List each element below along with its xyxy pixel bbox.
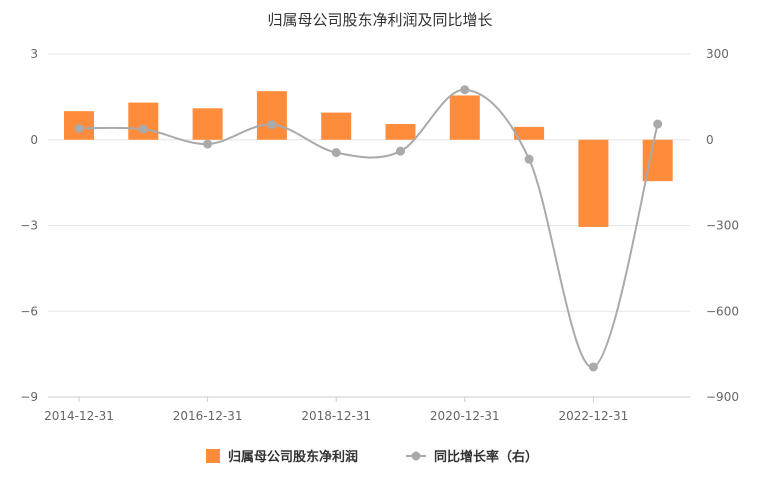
line-series (74, 85, 663, 372)
line-point (460, 85, 470, 95)
y-right-tick-label: 0 (706, 133, 714, 147)
bar (385, 124, 416, 140)
bar (256, 91, 287, 140)
legend: 归属母公司股东净利润 同比增长率（右） (206, 449, 538, 465)
y-right-tick-label: −600 (706, 304, 739, 318)
legend-bar-label: 归属母公司股东净利润 (228, 449, 358, 465)
y-left-tick-label: −6 (20, 304, 38, 318)
line-point (331, 148, 341, 158)
y-left-tick-label: 0 (30, 133, 38, 147)
x-tick-label: 2022-12-31 (559, 409, 629, 423)
y-left-tick-label: 3 (30, 47, 38, 61)
legend-line-dot (411, 451, 421, 461)
bar-series (64, 91, 673, 227)
x-tick-label: 2016-12-31 (173, 409, 243, 423)
bar (128, 102, 159, 140)
line-point (653, 119, 663, 129)
y-right-tick-label: −300 (706, 219, 739, 233)
chart-title: 归属母公司股东净利润及同比增长 (267, 11, 492, 29)
line-point (524, 154, 534, 164)
x-tick-label: 2018-12-31 (301, 409, 371, 423)
bar (321, 112, 352, 140)
axes: 3 0 −3 −6 −9 300 0 −300 −600 −900 2014-12-31 2016-1… (20, 47, 739, 423)
y-left-tick-label: −9 (20, 390, 38, 404)
x-tick-label: 2014-12-31 (44, 409, 114, 423)
bar (449, 95, 480, 140)
bar (514, 126, 545, 140)
line-point (396, 146, 405, 156)
line-point (588, 362, 598, 372)
y-left-tick-label: −3 (20, 219, 38, 233)
growth-line (78, 88, 659, 368)
legend-bar-swatch (206, 449, 220, 463)
legend-line-label: 同比增长率（右） (434, 449, 538, 465)
y-right-tick-label: −900 (706, 390, 739, 404)
line-point (74, 123, 84, 133)
bar (192, 108, 223, 140)
line-point (203, 139, 213, 149)
y-right-tick-label: 300 (706, 47, 729, 61)
line-point (267, 120, 277, 130)
bar (578, 139, 609, 227)
line-point (138, 124, 148, 134)
x-tick-label: 2020-12-31 (430, 409, 500, 423)
